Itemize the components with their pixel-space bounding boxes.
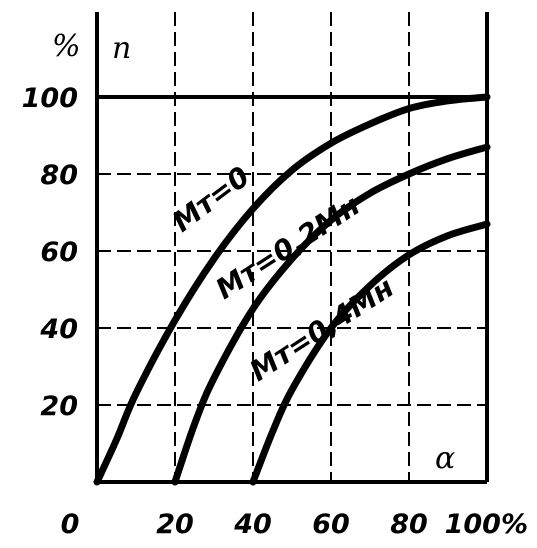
- y-axis-label: n: [112, 31, 131, 66]
- y-axis-unit: %: [52, 29, 81, 64]
- x-tick-label: 0: [61, 509, 80, 540]
- series-label-1: Mт=0,2Mн: [210, 189, 366, 306]
- series-line-2: [249, 220, 491, 486]
- series-line-0: [93, 93, 491, 486]
- x-tick-label: 60: [312, 509, 350, 540]
- x-tick-label: 20: [156, 509, 194, 540]
- series-curves: [93, 93, 491, 486]
- y-tick-label: 40: [39, 314, 78, 345]
- x-axis-label: α: [435, 441, 455, 476]
- y-tick-label: 80: [40, 160, 78, 191]
- y-tick-label: 100: [22, 83, 78, 114]
- y-tick-label: 20: [40, 391, 78, 422]
- series-line-1: [171, 143, 491, 486]
- series-label-0: Mт=0: [166, 160, 255, 239]
- y-tick-label: 60: [40, 237, 78, 268]
- x-tick-label: 40: [233, 509, 272, 540]
- tick-labels: 0 20 40 60 80 100% 20 40 60 80 100: [22, 83, 528, 540]
- plot-frame: [95, 12, 489, 484]
- x-tick-label: 80: [390, 509, 428, 540]
- x-tick-label: 100%: [445, 509, 528, 540]
